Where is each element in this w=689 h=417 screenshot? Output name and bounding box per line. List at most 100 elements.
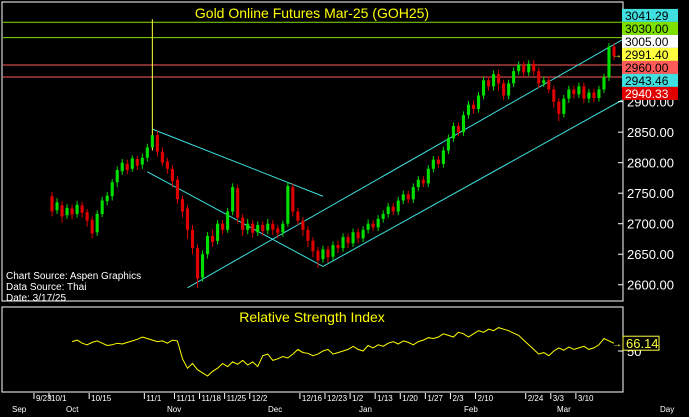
x-date-label-3: 11/1 bbox=[146, 394, 162, 403]
candle-body-15 bbox=[125, 163, 129, 171]
candle-body-9 bbox=[95, 213, 99, 233]
rsi-chart-title: Relative Strength Index bbox=[239, 309, 385, 325]
candle-body-17 bbox=[135, 159, 139, 166]
candle-body-46 bbox=[281, 223, 285, 233]
x-date-label-17: 3/3 bbox=[553, 394, 565, 403]
candle-body-33 bbox=[216, 223, 220, 241]
price-label-box-6 bbox=[622, 86, 678, 100]
candle-body-77 bbox=[436, 159, 440, 164]
candle-body-1 bbox=[55, 202, 59, 211]
x-month-label-5: Feb bbox=[464, 405, 478, 414]
rsi-last-box bbox=[622, 335, 660, 351]
candle-body-50 bbox=[301, 220, 305, 230]
x-date-label-2: 10/15 bbox=[91, 394, 112, 403]
candle-body-57 bbox=[336, 245, 340, 249]
price-label-box-2 bbox=[622, 34, 678, 48]
x-month-label-1: Oct bbox=[66, 405, 79, 414]
candle-body-82 bbox=[461, 115, 466, 133]
x-date-label-6: 11/25 bbox=[227, 394, 247, 403]
candle-body-10 bbox=[100, 200, 104, 214]
candle-body-52 bbox=[311, 240, 315, 252]
x-date-label-0: 9/23 bbox=[36, 394, 52, 403]
candle-body-102 bbox=[562, 98, 566, 114]
price-chart-title: Gold Online Futures Mar-25 (GOH25) bbox=[195, 5, 429, 21]
candle-body-27 bbox=[185, 208, 190, 230]
candle-body-37 bbox=[236, 188, 240, 218]
candle-body-83 bbox=[466, 104, 471, 116]
candle-body-97 bbox=[537, 71, 541, 84]
candle-body-95 bbox=[527, 63, 531, 73]
candle-body-105 bbox=[577, 86, 581, 95]
candle-body-107 bbox=[587, 92, 591, 99]
x-month-label-4: Jan bbox=[359, 405, 372, 414]
candle-body-103 bbox=[567, 89, 571, 99]
candle-body-23 bbox=[165, 161, 169, 169]
price-ytick-label-1: 2650.00 bbox=[627, 247, 674, 262]
candle-body-2 bbox=[60, 205, 64, 217]
candle-body-38 bbox=[241, 217, 245, 230]
candle-body-49 bbox=[296, 211, 300, 221]
price-label-3: 2991.40 bbox=[625, 48, 669, 62]
candle-body-61 bbox=[356, 232, 360, 239]
candle-body-7 bbox=[85, 212, 89, 221]
candle-body-98 bbox=[542, 80, 546, 84]
candle-body-75 bbox=[426, 168, 430, 184]
candle-body-64 bbox=[371, 223, 375, 228]
candle-body-69 bbox=[396, 200, 400, 212]
candle-body-53 bbox=[316, 250, 320, 261]
candle-body-29 bbox=[195, 248, 200, 279]
candle-body-76 bbox=[431, 159, 435, 169]
candle-body-12 bbox=[110, 182, 114, 197]
channel-0-line-1 bbox=[152, 128, 324, 197]
x-date-label-16: 2/24 bbox=[528, 394, 544, 403]
price-plot: 2600.00 2650.00 2700.00 2750.00 2800.00 2850.… bbox=[3, 8, 678, 293]
candle-body-86 bbox=[481, 80, 486, 96]
candle-body-35 bbox=[226, 211, 230, 230]
candle-body-104 bbox=[572, 89, 576, 95]
price-panel-frame bbox=[1, 1, 624, 302]
candle-body-44 bbox=[271, 223, 275, 230]
candle-body-59 bbox=[346, 237, 350, 244]
price-label-box-0 bbox=[622, 8, 678, 22]
price-label-0: 3041.29 bbox=[625, 9, 669, 23]
candle-body-99 bbox=[547, 80, 551, 90]
candle-body-78 bbox=[441, 150, 445, 164]
candle-body-51 bbox=[306, 229, 310, 241]
candle-body-20 bbox=[150, 135, 154, 148]
price-label-box-5 bbox=[622, 73, 678, 87]
x-date-label-1: 10/1 bbox=[51, 394, 67, 403]
x-date-label-14: 2/3 bbox=[452, 394, 464, 403]
candle-body-21 bbox=[155, 135, 159, 152]
x-date-label-15: 2/10 bbox=[478, 394, 494, 403]
x-date-label-5: 11/18 bbox=[202, 394, 222, 403]
x-month-label-7: Day bbox=[660, 405, 674, 414]
candle-body-45 bbox=[276, 228, 280, 233]
candle-body-94 bbox=[522, 65, 526, 73]
x-date-label-4: 11/11 bbox=[176, 394, 195, 403]
candle-body-58 bbox=[341, 237, 345, 249]
price-ytick-label-2: 2700.00 bbox=[627, 217, 674, 232]
candle-body-54 bbox=[321, 249, 325, 260]
candle-body-89 bbox=[497, 74, 501, 84]
candle-body-80 bbox=[451, 126, 455, 139]
candle-body-106 bbox=[582, 86, 586, 99]
candle-body-39 bbox=[246, 223, 250, 230]
candle-body-14 bbox=[120, 162, 124, 172]
candle-body-72 bbox=[411, 187, 415, 200]
x-date-label-7: 12/2 bbox=[252, 394, 268, 403]
candle-body-112 bbox=[612, 46, 616, 56]
candle-body-84 bbox=[471, 104, 476, 109]
candle-body-93 bbox=[517, 65, 521, 72]
candle-body-41 bbox=[256, 224, 260, 233]
candle-body-91 bbox=[507, 83, 511, 96]
x-date-label-10: 1/2 bbox=[352, 394, 364, 403]
candle-body-47 bbox=[286, 185, 290, 224]
candle-body-24 bbox=[170, 168, 174, 181]
candle-body-60 bbox=[351, 232, 355, 244]
candle-body-26 bbox=[180, 199, 185, 212]
candle-body-56 bbox=[331, 245, 335, 257]
candle-body-109 bbox=[597, 89, 601, 98]
x-date-label-12: 1/20 bbox=[402, 394, 418, 403]
